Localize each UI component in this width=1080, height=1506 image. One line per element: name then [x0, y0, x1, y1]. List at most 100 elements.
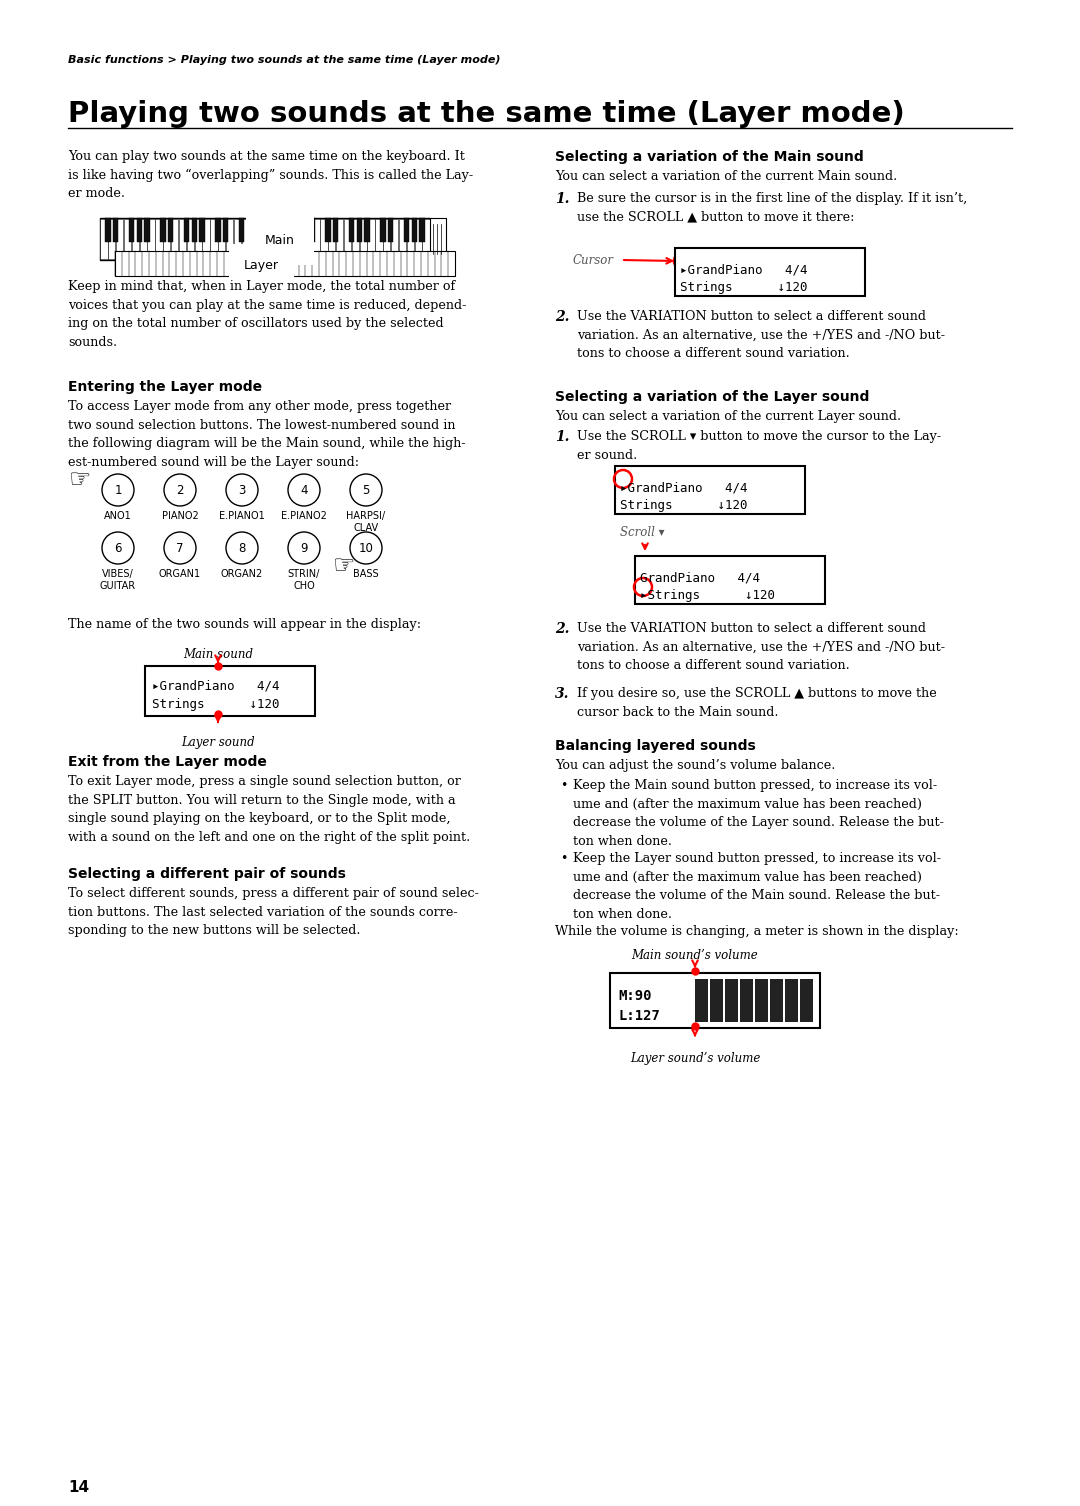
Text: ▸GrandPiano   4/4: ▸GrandPiano 4/4 [620, 480, 747, 494]
Bar [246, 218, 252, 242]
Bar [179, 218, 186, 259]
Text: 3.: 3. [555, 687, 569, 700]
Text: ORGAN1: ORGAN1 [159, 569, 201, 578]
Bar [615, 465, 805, 514]
Bar [187, 218, 194, 259]
Bar [343, 218, 351, 259]
Text: Strings      ↓120: Strings ↓120 [152, 697, 280, 711]
Text: PIANO2: PIANO2 [162, 511, 199, 521]
Text: Use the SCROLL ▾ button to move the cursor to the Lay-
er sound.: Use the SCROLL ▾ button to move the curs… [577, 431, 941, 461]
Bar [163, 218, 171, 259]
Bar [800, 979, 813, 1023]
Text: To exit Layer mode, press a single sound selection button, or
the SPLIT button. : To exit Layer mode, press a single sound… [68, 776, 470, 843]
Text: 1.: 1. [555, 191, 569, 206]
Text: ANO1: ANO1 [104, 511, 132, 521]
Text: VIBES/
GUITAR: VIBES/ GUITAR [100, 569, 136, 590]
Text: Layer sound’s volume: Layer sound’s volume [630, 1053, 760, 1065]
Text: E.PIANO2: E.PIANO2 [281, 511, 327, 521]
Text: 14: 14 [68, 1480, 90, 1495]
Text: Selecting a variation of the Main sound: Selecting a variation of the Main sound [555, 151, 864, 164]
Bar [132, 218, 139, 259]
Text: 10: 10 [359, 542, 374, 554]
Text: ORGAN2: ORGAN2 [221, 569, 264, 578]
Text: •: • [561, 852, 567, 864]
Text: Selecting a different pair of sounds: Selecting a different pair of sounds [68, 867, 346, 881]
Bar [108, 218, 116, 259]
Bar [785, 979, 798, 1023]
Bar [200, 218, 205, 242]
Bar [411, 218, 417, 242]
Text: M:90: M:90 [618, 989, 651, 1003]
Text: STRIN/
CHO: STRIN/ CHO [287, 569, 320, 590]
Text: If you desire so, use the SCROLL ▲ buttons to move the
cursor back to the Main s: If you desire so, use the SCROLL ▲ butto… [577, 687, 936, 718]
Bar [116, 218, 123, 259]
Text: ▸GrandPiano   4/4: ▸GrandPiano 4/4 [152, 679, 280, 691]
Text: Playing two sounds at the same time (Layer mode): Playing two sounds at the same time (Lay… [68, 99, 905, 128]
Bar [321, 218, 327, 259]
Text: ▸Strings      ↓120: ▸Strings ↓120 [640, 589, 775, 602]
Bar [415, 218, 422, 259]
Bar [249, 218, 257, 259]
Bar [184, 218, 189, 242]
Text: Strings      ↓120: Strings ↓120 [680, 282, 808, 294]
Text: Layer sound: Layer sound [181, 736, 255, 748]
Bar [336, 218, 343, 259]
Circle shape [102, 474, 134, 506]
Text: 1: 1 [114, 483, 122, 497]
Text: Main sound: Main sound [183, 648, 253, 661]
Bar [234, 218, 241, 259]
Bar [399, 218, 406, 259]
Bar [388, 218, 393, 242]
Bar [226, 218, 233, 259]
Text: 9: 9 [300, 542, 308, 554]
Bar [202, 218, 210, 259]
Text: You can play two sounds at the same time on the keyboard. It
is like having two : You can play two sounds at the same time… [68, 151, 473, 200]
Bar [356, 218, 362, 242]
Text: Keep the Layer sound button pressed, to increase its vol-
ume and (after the max: Keep the Layer sound button pressed, to … [573, 852, 941, 920]
Bar [211, 218, 217, 259]
Text: 2.: 2. [555, 310, 569, 324]
Bar [312, 218, 320, 259]
Bar [755, 979, 768, 1023]
Circle shape [226, 532, 258, 565]
Bar [376, 218, 382, 259]
Text: ☞: ☞ [69, 468, 91, 492]
Bar [710, 979, 723, 1023]
Bar [168, 218, 174, 242]
Bar [305, 218, 312, 259]
Text: Balancing layered sounds: Balancing layered sounds [555, 739, 756, 753]
Bar [273, 218, 281, 259]
Bar [635, 556, 825, 604]
Text: Selecting a variation of the Layer sound: Selecting a variation of the Layer sound [555, 390, 869, 404]
Bar [171, 218, 178, 259]
Circle shape [226, 474, 258, 506]
Bar [407, 218, 414, 259]
Text: You can select a variation of the current Layer sound.: You can select a variation of the curren… [555, 410, 901, 423]
Text: 8: 8 [239, 542, 245, 554]
Text: Entering the Layer mode: Entering the Layer mode [68, 380, 262, 395]
Bar [301, 218, 307, 242]
Bar [309, 218, 315, 242]
Bar [148, 218, 154, 259]
Bar [675, 248, 865, 297]
Bar [360, 218, 367, 259]
Bar [191, 218, 197, 242]
Bar [349, 218, 354, 242]
Circle shape [288, 532, 320, 565]
Text: To access Layer mode from any other mode, press together
two sound selection but: To access Layer mode from any other mode… [68, 401, 465, 468]
Bar [430, 218, 446, 255]
Bar [725, 979, 738, 1023]
Circle shape [164, 474, 195, 506]
Bar [364, 218, 369, 242]
Circle shape [350, 532, 382, 565]
Text: Main: Main [265, 233, 295, 247]
Bar [696, 979, 708, 1023]
Bar [383, 218, 390, 259]
Text: Be sure the cursor is in the first line of the display. If it isn’t,
use the SCR: Be sure the cursor is in the first line … [577, 191, 968, 223]
Text: Use the VARIATION button to select a different sound
variation. As an alternativ: Use the VARIATION button to select a dif… [577, 310, 945, 360]
Bar [294, 218, 299, 242]
Bar [222, 218, 229, 242]
Bar [352, 218, 359, 259]
Text: L:127: L:127 [618, 1009, 660, 1023]
Bar [239, 218, 244, 242]
